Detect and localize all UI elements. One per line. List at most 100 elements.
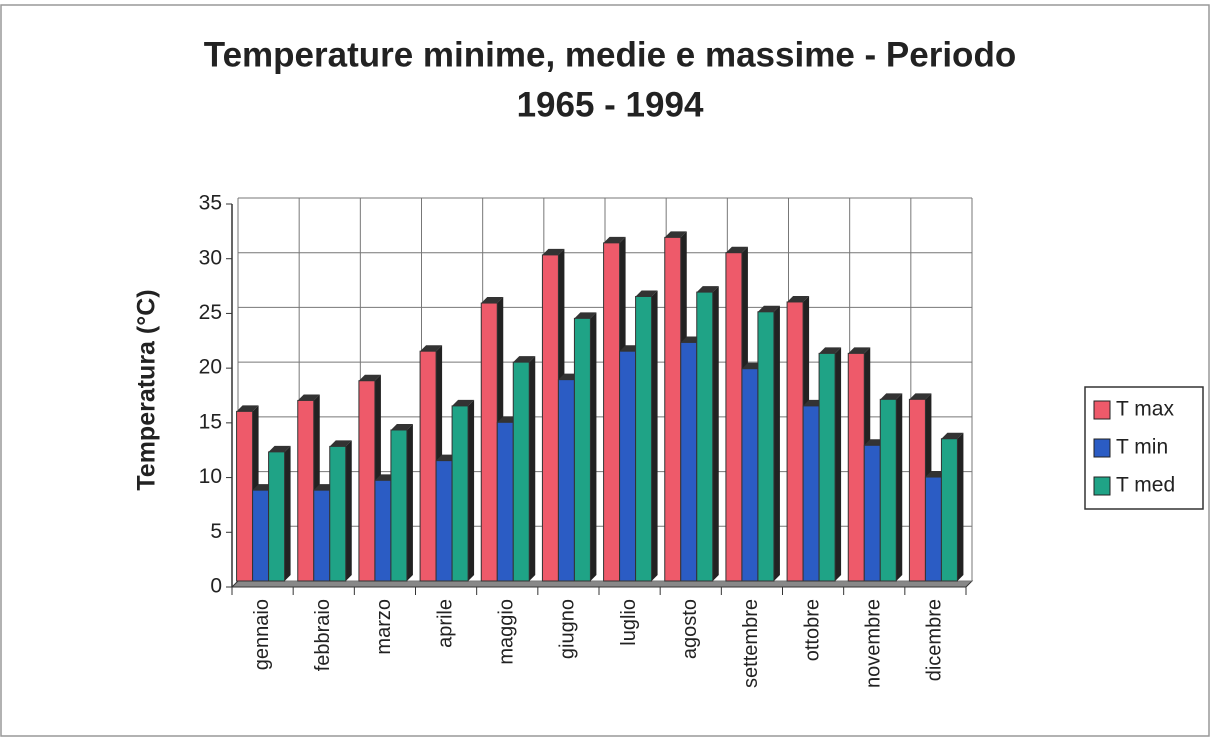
bar-top	[390, 423, 413, 430]
bar-top	[452, 399, 475, 406]
bar-front	[374, 479, 392, 582]
x-tick-label: febbraio	[312, 599, 334, 671]
bar	[268, 445, 291, 582]
bar-front	[236, 410, 254, 582]
bar-top	[574, 312, 597, 319]
bar	[757, 305, 780, 582]
floor	[230, 580, 974, 588]
bar-top	[696, 286, 719, 293]
chart-border	[0, 4, 1210, 737]
y-tick-label: 10	[199, 465, 222, 488]
legend-swatch	[1093, 476, 1111, 496]
bar-front	[664, 236, 682, 582]
x-tick-label: gennaio	[251, 599, 273, 670]
bar-front	[619, 350, 637, 582]
bar	[329, 440, 352, 582]
y-axis-label: Temperatura (°C)	[133, 289, 161, 490]
bar	[512, 356, 536, 582]
bar-front	[940, 438, 958, 582]
bar-side	[712, 286, 719, 581]
bar-side	[406, 423, 413, 581]
bar-side	[651, 290, 658, 581]
legend-label: T max	[1116, 398, 1174, 421]
bar-top	[513, 356, 536, 363]
bar-top	[725, 246, 748, 253]
x-tick-label: ottobre	[801, 599, 823, 661]
bar-front	[329, 445, 347, 582]
bar-front	[757, 311, 775, 582]
bar-front	[313, 489, 331, 582]
x-tick-label: novembre	[863, 599, 885, 688]
bar-side	[835, 347, 842, 581]
bar-front	[802, 405, 820, 582]
bar-side	[284, 445, 291, 581]
bar-front	[924, 476, 942, 582]
bar-top	[909, 393, 932, 400]
bar-front	[635, 295, 653, 582]
x-tick-label: maggio	[496, 599, 518, 665]
bar-top	[420, 345, 443, 352]
bar	[390, 423, 413, 582]
bar-front	[725, 252, 743, 582]
bar	[573, 312, 597, 582]
y-tick-label: 0	[210, 575, 222, 598]
y-tick-label: 20	[199, 356, 222, 379]
x-tick-label: dicembre	[924, 599, 946, 681]
bar-side	[957, 432, 964, 581]
bar-front	[358, 380, 376, 582]
y-tick-label: 15	[199, 410, 222, 433]
y-tick-label: 35	[199, 192, 222, 215]
chart-title: 1965 - 1994	[517, 85, 704, 124]
bar-top	[329, 440, 352, 447]
bar-front	[512, 361, 530, 582]
bar-front	[680, 341, 698, 582]
x-tick-label: luglio	[618, 599, 640, 646]
bar-top	[787, 295, 810, 302]
legend-swatch	[1093, 400, 1111, 420]
bar-front	[863, 444, 881, 582]
bar	[451, 399, 475, 582]
y-tick-label: 30	[199, 246, 222, 269]
bar-front	[557, 379, 575, 582]
bar-side	[468, 399, 475, 581]
bar-front	[252, 489, 270, 582]
y-tick-label: 25	[199, 301, 222, 324]
bar-side	[345, 440, 352, 581]
bar-top	[542, 248, 565, 255]
x-tick-label: settembre	[740, 599, 762, 688]
bar-top	[819, 347, 842, 354]
y-tick-label: 5	[210, 520, 222, 543]
bar-top	[848, 347, 871, 354]
bar-front	[451, 405, 469, 582]
bar-side	[773, 305, 780, 581]
bar	[847, 347, 871, 582]
bar	[818, 347, 842, 582]
bar-top	[268, 445, 291, 452]
bar-front	[847, 352, 865, 582]
bar-front	[390, 429, 408, 582]
bar-side	[529, 356, 536, 581]
bar-side	[896, 393, 903, 581]
bar-front	[741, 368, 759, 582]
bar	[696, 286, 719, 582]
bar-front	[297, 399, 315, 582]
bar-side	[590, 312, 597, 581]
bar-front	[419, 350, 437, 582]
x-tick-label: agosto	[679, 599, 701, 659]
bar-front	[496, 421, 514, 582]
bar	[940, 432, 964, 582]
x-tick-label: giugno	[557, 599, 579, 659]
legend-label: T med	[1116, 474, 1175, 497]
bar-front	[696, 291, 714, 582]
bar-front	[603, 242, 621, 582]
bar-top	[358, 374, 381, 381]
bar-front	[818, 352, 836, 582]
bar-front	[908, 398, 926, 582]
x-tick-label: marzo	[373, 599, 395, 655]
bar-top	[297, 394, 320, 401]
bar-front	[268, 451, 286, 582]
bar-top	[664, 231, 687, 238]
chart-title: Temperature minime, medie e massime - Pe…	[204, 35, 1016, 74]
legend-label: T min	[1116, 436, 1168, 459]
